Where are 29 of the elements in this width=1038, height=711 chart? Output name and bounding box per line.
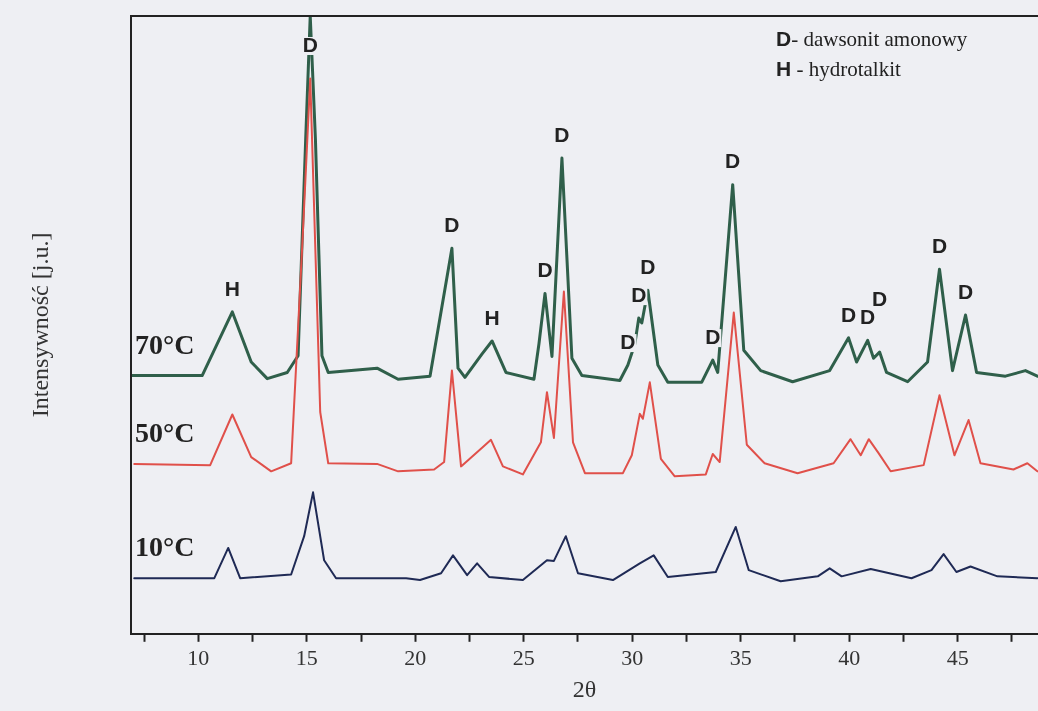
annotation: D: [705, 324, 721, 348]
x-axis-title: 2θ: [572, 675, 597, 702]
x-tick-label: 35: [729, 644, 752, 670]
annotation: D: [725, 149, 741, 173]
annotation: D: [631, 282, 647, 306]
annotation: D: [957, 279, 974, 303]
series-label: 50°C: [135, 416, 195, 448]
x-tick-label: 45: [946, 644, 969, 670]
series-label: 70°C: [135, 328, 195, 360]
x-tick-label: 15: [295, 644, 318, 670]
annotation: D: [444, 213, 460, 237]
annotation: D- dawsonit amonowy: [776, 27, 968, 51]
annotation: D: [537, 258, 553, 282]
annotation: H - hydrotalkit: [776, 57, 901, 81]
annotation: D: [931, 234, 948, 258]
annotation: D: [302, 32, 318, 56]
annotation: D: [620, 329, 636, 353]
annotation: D: [840, 302, 857, 326]
y-axis-title: Intensywność [j.u.]: [27, 232, 54, 418]
annotation: D: [640, 255, 656, 279]
x-tick-label: 40: [838, 644, 861, 670]
annotation: H: [224, 276, 240, 300]
x-tick-label: 10: [187, 644, 210, 670]
x-tick-label: 30: [621, 644, 644, 670]
annotation: H: [484, 305, 500, 329]
annotation: D: [554, 122, 570, 146]
x-tick-label: 20: [404, 644, 427, 670]
x-tick-label: 25: [512, 644, 535, 670]
series-label: 10°C: [135, 531, 195, 563]
